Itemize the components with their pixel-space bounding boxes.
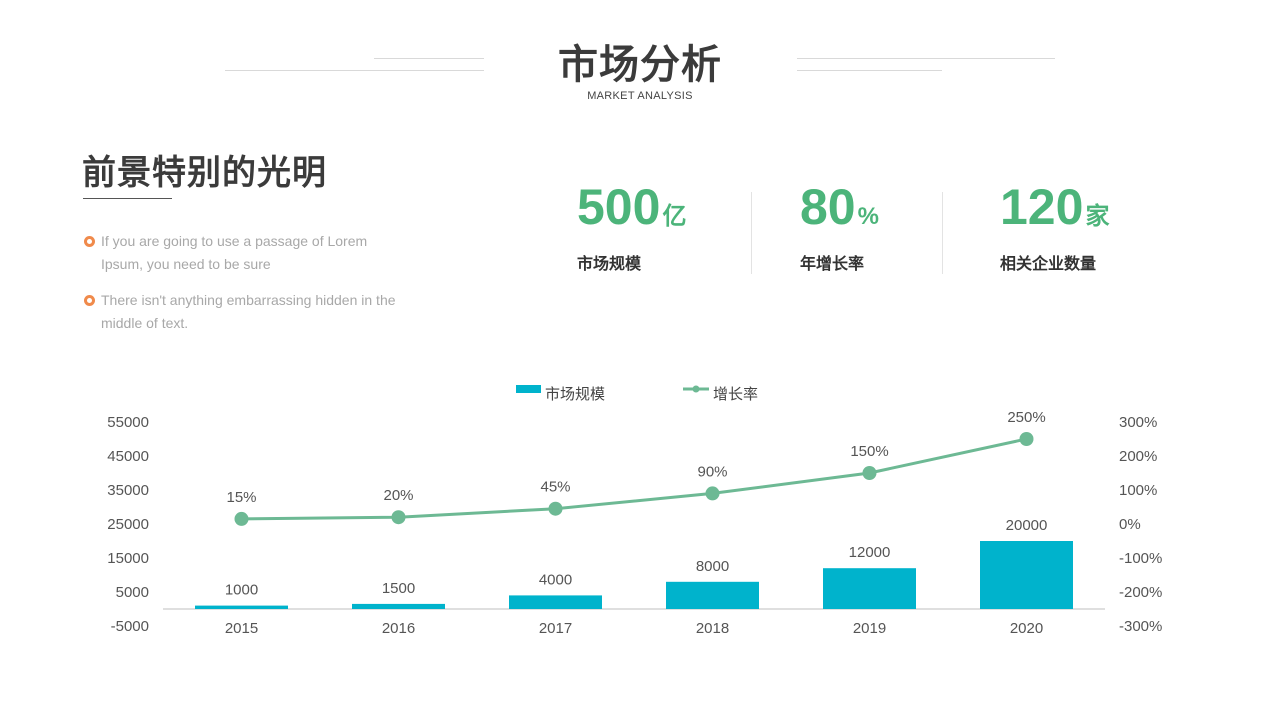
stat-divider-1	[751, 192, 752, 274]
bullet-text-2: There isn't anything embarrassing hidden…	[101, 289, 431, 335]
bar-data-label: 8000	[696, 558, 729, 575]
stat-growth-rate-unit: %	[857, 203, 879, 230]
bar	[509, 595, 602, 609]
stat-divider-2	[942, 192, 943, 274]
growth-line	[241, 437, 1027, 521]
bar-data-label: 12000	[849, 544, 891, 561]
stat-growth-rate-value: 80%	[800, 178, 879, 236]
legend-bar-swatch	[516, 385, 541, 393]
stat-company-count-number: 120	[1000, 179, 1084, 235]
bar-data-label: 1000	[225, 582, 258, 599]
stat-market-size-unit: 亿	[662, 203, 687, 230]
page-subtitle: MARKET ANALYSIS	[587, 90, 693, 102]
bar-data-label: 1500	[382, 580, 415, 597]
bar	[352, 603, 445, 609]
bullet-2-line-1: There isn't anything embarrassing hidden…	[101, 292, 396, 308]
heading-underline	[83, 198, 172, 199]
growth-data-label: 150%	[850, 443, 888, 460]
left-axis-tick: 55000	[107, 414, 149, 431]
left-axis-tick: -5000	[111, 618, 149, 635]
x-axis-tick: 2020	[1010, 620, 1043, 637]
left-axis-tick: 5000	[116, 584, 149, 601]
bar	[980, 541, 1073, 609]
growth-data-label: 250%	[1007, 409, 1045, 426]
right-axis-tick: 0%	[1119, 516, 1141, 533]
title-rule-right-long	[797, 58, 1055, 59]
bar	[195, 605, 288, 609]
growth-point	[705, 486, 720, 501]
right-axis-tick: 200%	[1119, 448, 1157, 465]
growth-point	[234, 511, 249, 526]
left-axis-tick: 15000	[107, 550, 149, 567]
growth-point	[548, 501, 563, 516]
legend-line-marker	[692, 385, 700, 393]
x-axis-tick: 2016	[382, 620, 415, 637]
bullet-2-line-2: middle of text.	[101, 315, 189, 331]
legend-line-label: 增长率	[713, 385, 758, 403]
stat-growth-rate-number: 80	[800, 179, 856, 235]
stat-growth-rate-label: 年增长率	[800, 254, 865, 273]
stat-market-size-value: 500亿	[577, 178, 686, 236]
bullet-dot-1	[84, 236, 95, 247]
growth-data-label: 20%	[383, 487, 413, 504]
stat-company-count-label: 相关企业数量	[1000, 254, 1097, 273]
right-axis-tick: 300%	[1119, 414, 1157, 431]
growth-point	[1019, 432, 1034, 446]
title-rule-left-short	[374, 58, 484, 59]
growth-point	[391, 510, 406, 525]
bar	[823, 568, 916, 609]
right-axis-tick: -300%	[1119, 618, 1162, 635]
growth-data-label: 90%	[697, 463, 727, 480]
growth-data-label: 15%	[226, 489, 256, 506]
left-axis-tick: 35000	[107, 482, 149, 499]
x-axis-tick: 2019	[853, 620, 886, 637]
page-title: 市场分析	[558, 42, 722, 88]
x-axis-tick: 2015	[225, 620, 258, 637]
stat-market-size-label: 市场规模	[577, 254, 642, 273]
bar-data-label: 20000	[1006, 517, 1048, 534]
bullet-dot-2	[84, 295, 95, 306]
title-rule-left-long	[225, 70, 484, 71]
stat-market-size-number: 500	[577, 179, 661, 235]
section-heading: 前景特别的光明	[82, 153, 327, 193]
right-axis-tick: -200%	[1119, 584, 1162, 601]
left-axis-tick: 45000	[107, 448, 149, 465]
right-axis-tick: 100%	[1119, 482, 1157, 499]
bullet-1-line-1: If you are going to use a passage of Lor…	[101, 233, 368, 249]
growth-data-label: 45%	[540, 479, 570, 496]
bar	[666, 581, 759, 609]
growth-point	[862, 466, 877, 480]
x-axis-tick: 2018	[696, 620, 729, 637]
right-axis-tick: -100%	[1119, 550, 1162, 567]
bullet-text-1: If you are going to use a passage of Lor…	[101, 230, 431, 276]
x-axis-tick: 2017	[539, 620, 572, 637]
stat-company-count-unit: 家	[1085, 203, 1110, 230]
left-axis-tick: 25000	[107, 516, 149, 533]
legend-bar-label: 市场规模	[545, 385, 605, 403]
title-rule-right-short	[797, 70, 942, 71]
bullet-1-line-2: Ipsum, you need to be sure	[101, 256, 271, 272]
bar-data-label: 4000	[539, 571, 572, 588]
stat-company-count-value: 120家	[1000, 178, 1109, 236]
